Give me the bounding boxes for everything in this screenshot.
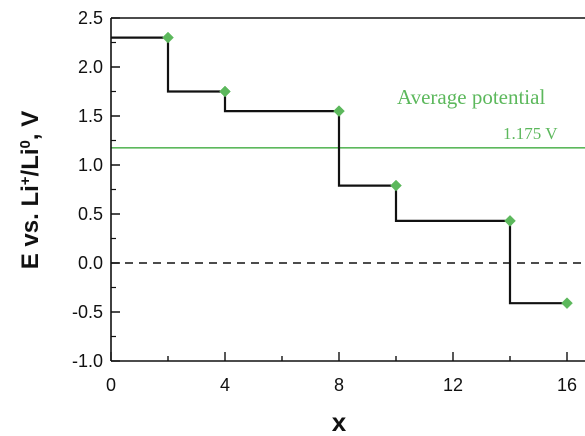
annotation-average-value: 1.175 V: [503, 124, 558, 143]
x-tick-label: 12: [443, 375, 463, 395]
chart-marks: [111, 31, 573, 310]
data-point-marker: [333, 105, 345, 117]
x-tick-label: 8: [334, 375, 344, 395]
y-tick-label: 0.0: [78, 253, 103, 273]
labels: 2.5 2.0 1.5 1.0 0.5 0.0 -0.5 -1.00 4 8 12 16 x E vs. …: [17, 8, 578, 436]
y-tick-label: 2.5: [78, 8, 103, 28]
x-tick-label: 0: [106, 375, 116, 395]
data-point-marker: [219, 85, 231, 98]
y-tick-label: -0.5: [72, 302, 103, 322]
data-point-marker: [561, 297, 573, 310]
x-tick-label: 16: [557, 375, 577, 395]
y-tick-label: 2.0: [78, 57, 103, 77]
y-tick-label: 1.0: [78, 155, 103, 175]
y-axis-title: E vs. Li+/Li0, V: [17, 111, 45, 270]
data-point-marker: [390, 179, 402, 192]
plot-area: [111, 147, 585, 264]
step-series-line: [111, 36, 567, 305]
annotation-average-potential: Average potential: [397, 85, 545, 109]
y-tick-label: -1.0: [72, 351, 103, 371]
x-tick-label: 4: [220, 375, 230, 395]
x-axis-title: x: [332, 407, 347, 436]
axes: [110, 17, 585, 362]
data-point-marker: [504, 215, 516, 227]
data-point-marker: [162, 31, 174, 44]
y-tick-label: 1.5: [78, 106, 103, 126]
y-tick-label: 0.5: [78, 204, 103, 224]
